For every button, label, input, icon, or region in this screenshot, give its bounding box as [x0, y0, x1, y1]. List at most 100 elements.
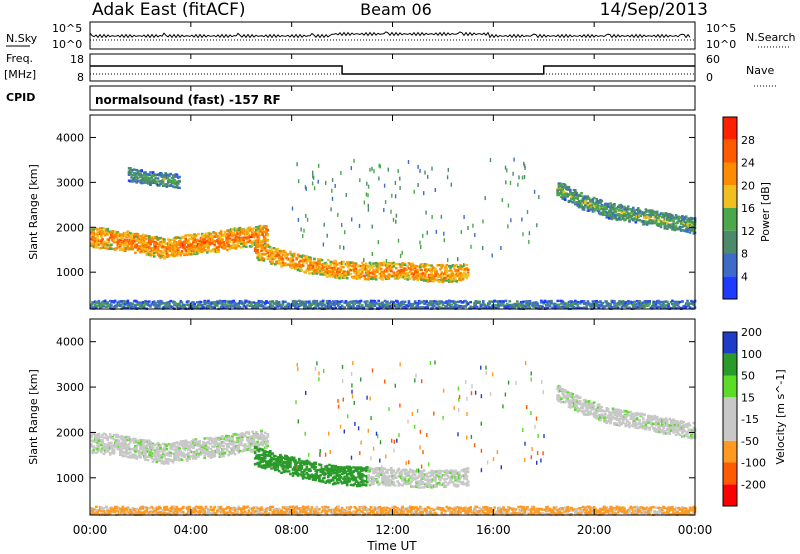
rti-cell	[320, 258, 324, 262]
rti-cell	[676, 221, 679, 225]
rti-cell	[378, 265, 382, 269]
rti-cell	[245, 228, 248, 232]
rti-cell	[439, 280, 442, 283]
rti-cell	[557, 193, 561, 197]
rti-cell	[154, 245, 157, 248]
rti-cell	[110, 243, 113, 247]
rti-speckle	[533, 189, 536, 194]
rti-speckle	[501, 198, 503, 203]
rti-cell	[652, 213, 655, 216]
rti-cell	[134, 453, 137, 456]
rti-cell	[144, 171, 147, 174]
rti-cell	[502, 304, 505, 307]
rti-cell	[95, 307, 98, 310]
rti-cell	[105, 445, 108, 449]
rti-cell	[432, 279, 436, 282]
rti-cell	[507, 305, 510, 308]
rti-cell	[625, 214, 629, 217]
rti-cell	[116, 434, 120, 437]
rti-cell	[135, 300, 138, 303]
rti-cell	[97, 442, 101, 445]
rti-cell	[429, 274, 432, 278]
rti-cell	[340, 300, 344, 303]
rti-cell	[245, 245, 248, 248]
rti-cell	[569, 192, 572, 195]
rti-speckle	[463, 215, 465, 219]
rti-cell	[131, 453, 135, 457]
rti-cell	[663, 227, 667, 230]
rti-cell	[124, 454, 127, 458]
rti-cell	[269, 254, 272, 257]
rti-cell	[130, 448, 133, 451]
rti-speckle	[340, 170, 342, 175]
rti-cell	[150, 457, 154, 460]
rti-cell	[403, 267, 407, 270]
rti-cell	[330, 267, 334, 270]
rti-cell	[106, 227, 109, 231]
rti-cell	[454, 300, 457, 304]
rti-cell	[139, 172, 142, 175]
rti-cell	[540, 301, 543, 304]
rti-cell	[526, 307, 529, 310]
rti-cell	[252, 227, 256, 230]
rti-speckle	[521, 175, 524, 180]
rti-cell	[566, 195, 569, 198]
rti-cell	[655, 305, 659, 308]
rti-cell	[137, 449, 141, 453]
rti-cell	[266, 239, 270, 243]
rti-cell	[160, 300, 164, 303]
rti-cell	[338, 306, 341, 309]
rti-cell	[231, 238, 234, 241]
rti-cell	[182, 236, 185, 239]
rti-cell	[349, 272, 353, 276]
rti-cell	[156, 177, 160, 180]
rti-cell	[153, 451, 156, 455]
rti-cell	[431, 302, 435, 306]
rti-cell	[108, 306, 112, 309]
rti-cell	[121, 235, 125, 238]
rti-cell	[261, 227, 264, 231]
rti-cell	[306, 307, 310, 310]
rti-cell	[352, 276, 355, 280]
rti-cell	[127, 443, 131, 446]
rti-cell	[134, 445, 137, 448]
rti-cell	[456, 269, 460, 272]
rti-speckle	[343, 245, 345, 250]
rti-speckle	[353, 158, 355, 163]
rti-cell	[502, 300, 505, 303]
rti-cell	[144, 453, 147, 456]
rti-cell	[681, 300, 684, 303]
rti-cell	[116, 304, 120, 307]
rti-cell	[615, 214, 619, 217]
rti-cell	[173, 254, 176, 258]
rti-cell	[662, 302, 665, 305]
rti-cell	[425, 300, 428, 304]
rti-cell	[348, 264, 351, 267]
rti-cell	[334, 273, 338, 276]
rti-cell	[369, 263, 373, 266]
rti-cell	[432, 274, 436, 277]
rti-cell	[207, 246, 210, 249]
rti-cell	[461, 278, 465, 281]
rti-speckle	[378, 176, 380, 181]
rti-cell	[144, 179, 147, 182]
rti-cell	[455, 307, 459, 310]
rti-cell	[208, 242, 212, 246]
rti-cell	[255, 233, 258, 236]
rti-cell	[655, 306, 659, 309]
rti-cell	[277, 257, 281, 260]
rti-cell	[442, 279, 446, 282]
rti-cell	[445, 279, 448, 282]
rti-cell	[584, 203, 587, 207]
rti-cell	[311, 272, 315, 275]
rti-cell	[424, 263, 427, 266]
rti-cell	[306, 259, 310, 263]
rti-cell	[445, 267, 448, 270]
rti-cell	[219, 301, 223, 304]
rti-cell	[620, 302, 624, 305]
rti-cell	[601, 210, 605, 213]
rti-cell	[334, 268, 338, 271]
rti-cell	[590, 303, 593, 306]
rti-cell	[100, 235, 103, 239]
